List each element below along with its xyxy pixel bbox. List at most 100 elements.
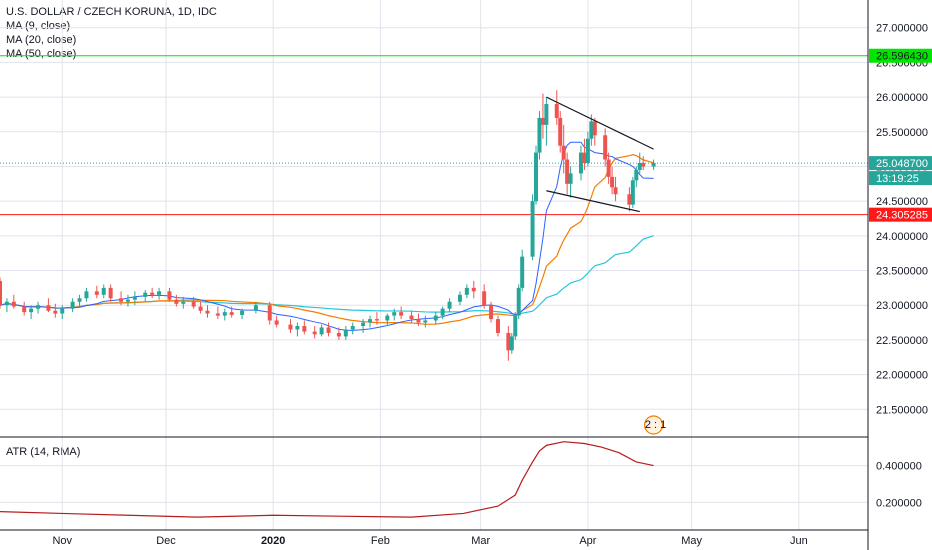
candle-body	[392, 312, 397, 316]
candle-body	[399, 312, 404, 316]
countdown-tag	[869, 171, 932, 186]
candle-body	[509, 336, 514, 351]
red-level-tag-label: 24.305285	[876, 210, 928, 222]
price-tick-label: 24.000000	[876, 231, 928, 243]
candle-body	[240, 310, 245, 315]
candle-body	[610, 176, 615, 188]
time-tick-label: Nov	[52, 535, 72, 547]
candle-body	[506, 332, 511, 351]
candle-body	[119, 298, 124, 302]
candle-body	[513, 315, 518, 337]
legend-ma50[interactable]: MA (50, close)	[6, 48, 77, 60]
candle-body	[495, 319, 500, 333]
legend-ma20[interactable]: MA (20, close)	[6, 34, 77, 46]
candle-body	[326, 327, 331, 333]
candle-body	[181, 301, 186, 304]
candle-body	[457, 294, 462, 302]
last-price-tag-label: 25.048700	[876, 158, 928, 170]
candle-body	[108, 287, 113, 299]
price-tick-label: 25.500000	[876, 127, 928, 139]
earnings-badge-label: 2 : 1	[645, 419, 666, 431]
candle-body	[350, 326, 355, 330]
candle-body	[440, 308, 445, 316]
upper-channel-line	[546, 96, 654, 150]
atr-tick-label: 0.400000	[876, 461, 922, 473]
candle-body	[0, 280, 2, 306]
candle-body	[482, 291, 487, 306]
time-tick-label: Dec	[156, 535, 176, 547]
candle-body	[409, 315, 414, 320]
ma50-line	[0, 235, 654, 315]
time-tick-label: Mar	[471, 535, 490, 547]
candle-body	[589, 121, 594, 139]
candle-body	[53, 310, 58, 314]
candle-body	[554, 104, 559, 118]
time-tick-label: 2020	[261, 535, 285, 547]
price-tick-label: 26.000000	[876, 92, 928, 104]
time-tick-label: Feb	[371, 535, 390, 547]
candle-body	[336, 332, 341, 337]
candle-body	[70, 301, 75, 309]
candle-body	[319, 327, 324, 335]
atr-line	[0, 441, 654, 518]
candle-body	[637, 163, 642, 170]
green-level-tag-label: 26.596430	[876, 51, 928, 63]
candle-body	[288, 324, 293, 330]
candle-body	[36, 305, 41, 309]
last-price-tag	[869, 156, 932, 171]
candle-body	[606, 159, 611, 177]
candle-body	[253, 305, 258, 311]
price-tick-label: 21.500000	[876, 404, 928, 416]
candle-body	[416, 319, 421, 323]
time-tick-label: Jun	[790, 535, 808, 547]
candle-body	[540, 117, 545, 125]
candle-body	[167, 291, 172, 300]
candle-body	[267, 305, 272, 321]
candle-body	[46, 305, 51, 311]
candle-body	[101, 287, 106, 295]
candle-body	[534, 152, 539, 202]
candle-body	[29, 308, 34, 313]
candle-body	[343, 329, 348, 337]
candle-body	[150, 292, 155, 295]
candle-body	[302, 326, 307, 332]
chart-series	[0, 55, 868, 518]
candle-body	[229, 312, 234, 315]
legend-ma9[interactable]: MA (9, close)	[6, 20, 71, 32]
candle-body	[423, 320, 428, 323]
time-tick-label: May	[681, 535, 702, 547]
candle-body	[22, 306, 27, 313]
candle-body	[11, 301, 16, 307]
atr-tick-label: 0.200000	[876, 497, 922, 509]
green-level-tag	[869, 48, 932, 63]
candle-body	[77, 298, 82, 302]
candle-body	[613, 187, 618, 195]
candle-body	[489, 305, 494, 320]
candle-body	[530, 201, 535, 257]
candle-body	[84, 291, 89, 299]
candle-body	[361, 322, 366, 327]
candle-body	[143, 292, 148, 297]
grid	[0, 0, 868, 530]
candle-body	[274, 320, 279, 325]
lower-channel-line	[546, 190, 640, 213]
candle-body	[630, 180, 635, 205]
candle-body	[447, 301, 452, 309]
candle-body	[125, 299, 130, 302]
candle-body	[544, 104, 549, 125]
candle-body	[641, 163, 646, 167]
candle-body	[198, 306, 203, 311]
candle-body	[582, 152, 587, 164]
legend-symbol[interactable]: U.S. DOLLAR / CZECH KORUNA, 1D, IDC	[6, 6, 217, 18]
price-tick-label: 22.500000	[876, 335, 928, 347]
candle-body	[368, 319, 373, 323]
price-tick-label: 24.500000	[876, 196, 928, 208]
candle-body	[295, 326, 300, 330]
candle-body	[312, 331, 317, 335]
candle-body	[157, 291, 162, 295]
candle-body	[520, 256, 525, 288]
candle-body	[132, 296, 137, 300]
price-tick-label: 23.500000	[876, 266, 928, 278]
